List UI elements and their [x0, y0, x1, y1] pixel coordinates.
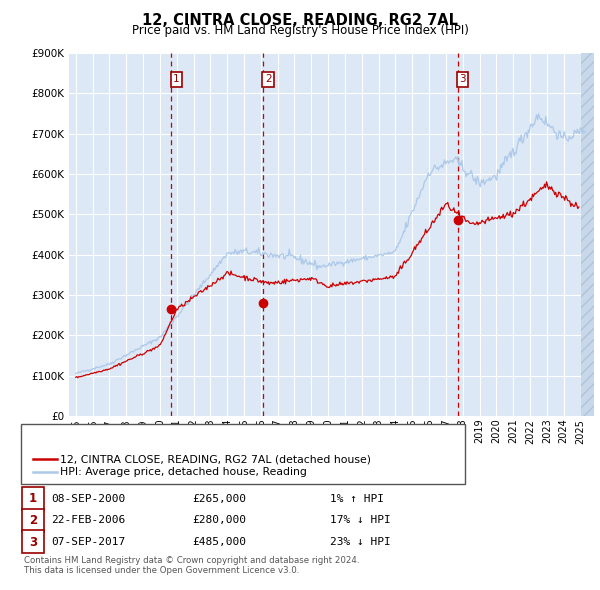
Text: £265,000: £265,000: [192, 494, 246, 503]
Text: 2: 2: [29, 514, 37, 527]
Text: 12, CINTRA CLOSE, READING, RG2 7AL (detached house): 12, CINTRA CLOSE, READING, RG2 7AL (deta…: [60, 454, 371, 464]
Text: Price paid vs. HM Land Registry's House Price Index (HPI): Price paid vs. HM Land Registry's House …: [131, 24, 469, 37]
Text: 1: 1: [29, 492, 37, 505]
Text: 1% ↑ HPI: 1% ↑ HPI: [330, 494, 384, 503]
Text: 3: 3: [29, 536, 37, 549]
Text: 3: 3: [459, 74, 466, 84]
Text: 23% ↓ HPI: 23% ↓ HPI: [330, 537, 391, 547]
Text: 2: 2: [265, 74, 271, 84]
Bar: [581, 53, 600, 416]
Text: 12, CINTRA CLOSE, READING, RG2 7AL: 12, CINTRA CLOSE, READING, RG2 7AL: [142, 13, 458, 28]
Text: 07-SEP-2017: 07-SEP-2017: [51, 537, 125, 547]
Text: £485,000: £485,000: [192, 537, 246, 547]
Text: 17% ↓ HPI: 17% ↓ HPI: [330, 516, 391, 525]
Text: HPI: Average price, detached house, Reading: HPI: Average price, detached house, Read…: [60, 467, 307, 477]
Text: 22-FEB-2006: 22-FEB-2006: [51, 516, 125, 525]
Text: 08-SEP-2000: 08-SEP-2000: [51, 494, 125, 503]
Text: Contains HM Land Registry data © Crown copyright and database right 2024.
This d: Contains HM Land Registry data © Crown c…: [24, 556, 359, 575]
Text: £280,000: £280,000: [192, 516, 246, 525]
Text: 1: 1: [173, 74, 180, 84]
